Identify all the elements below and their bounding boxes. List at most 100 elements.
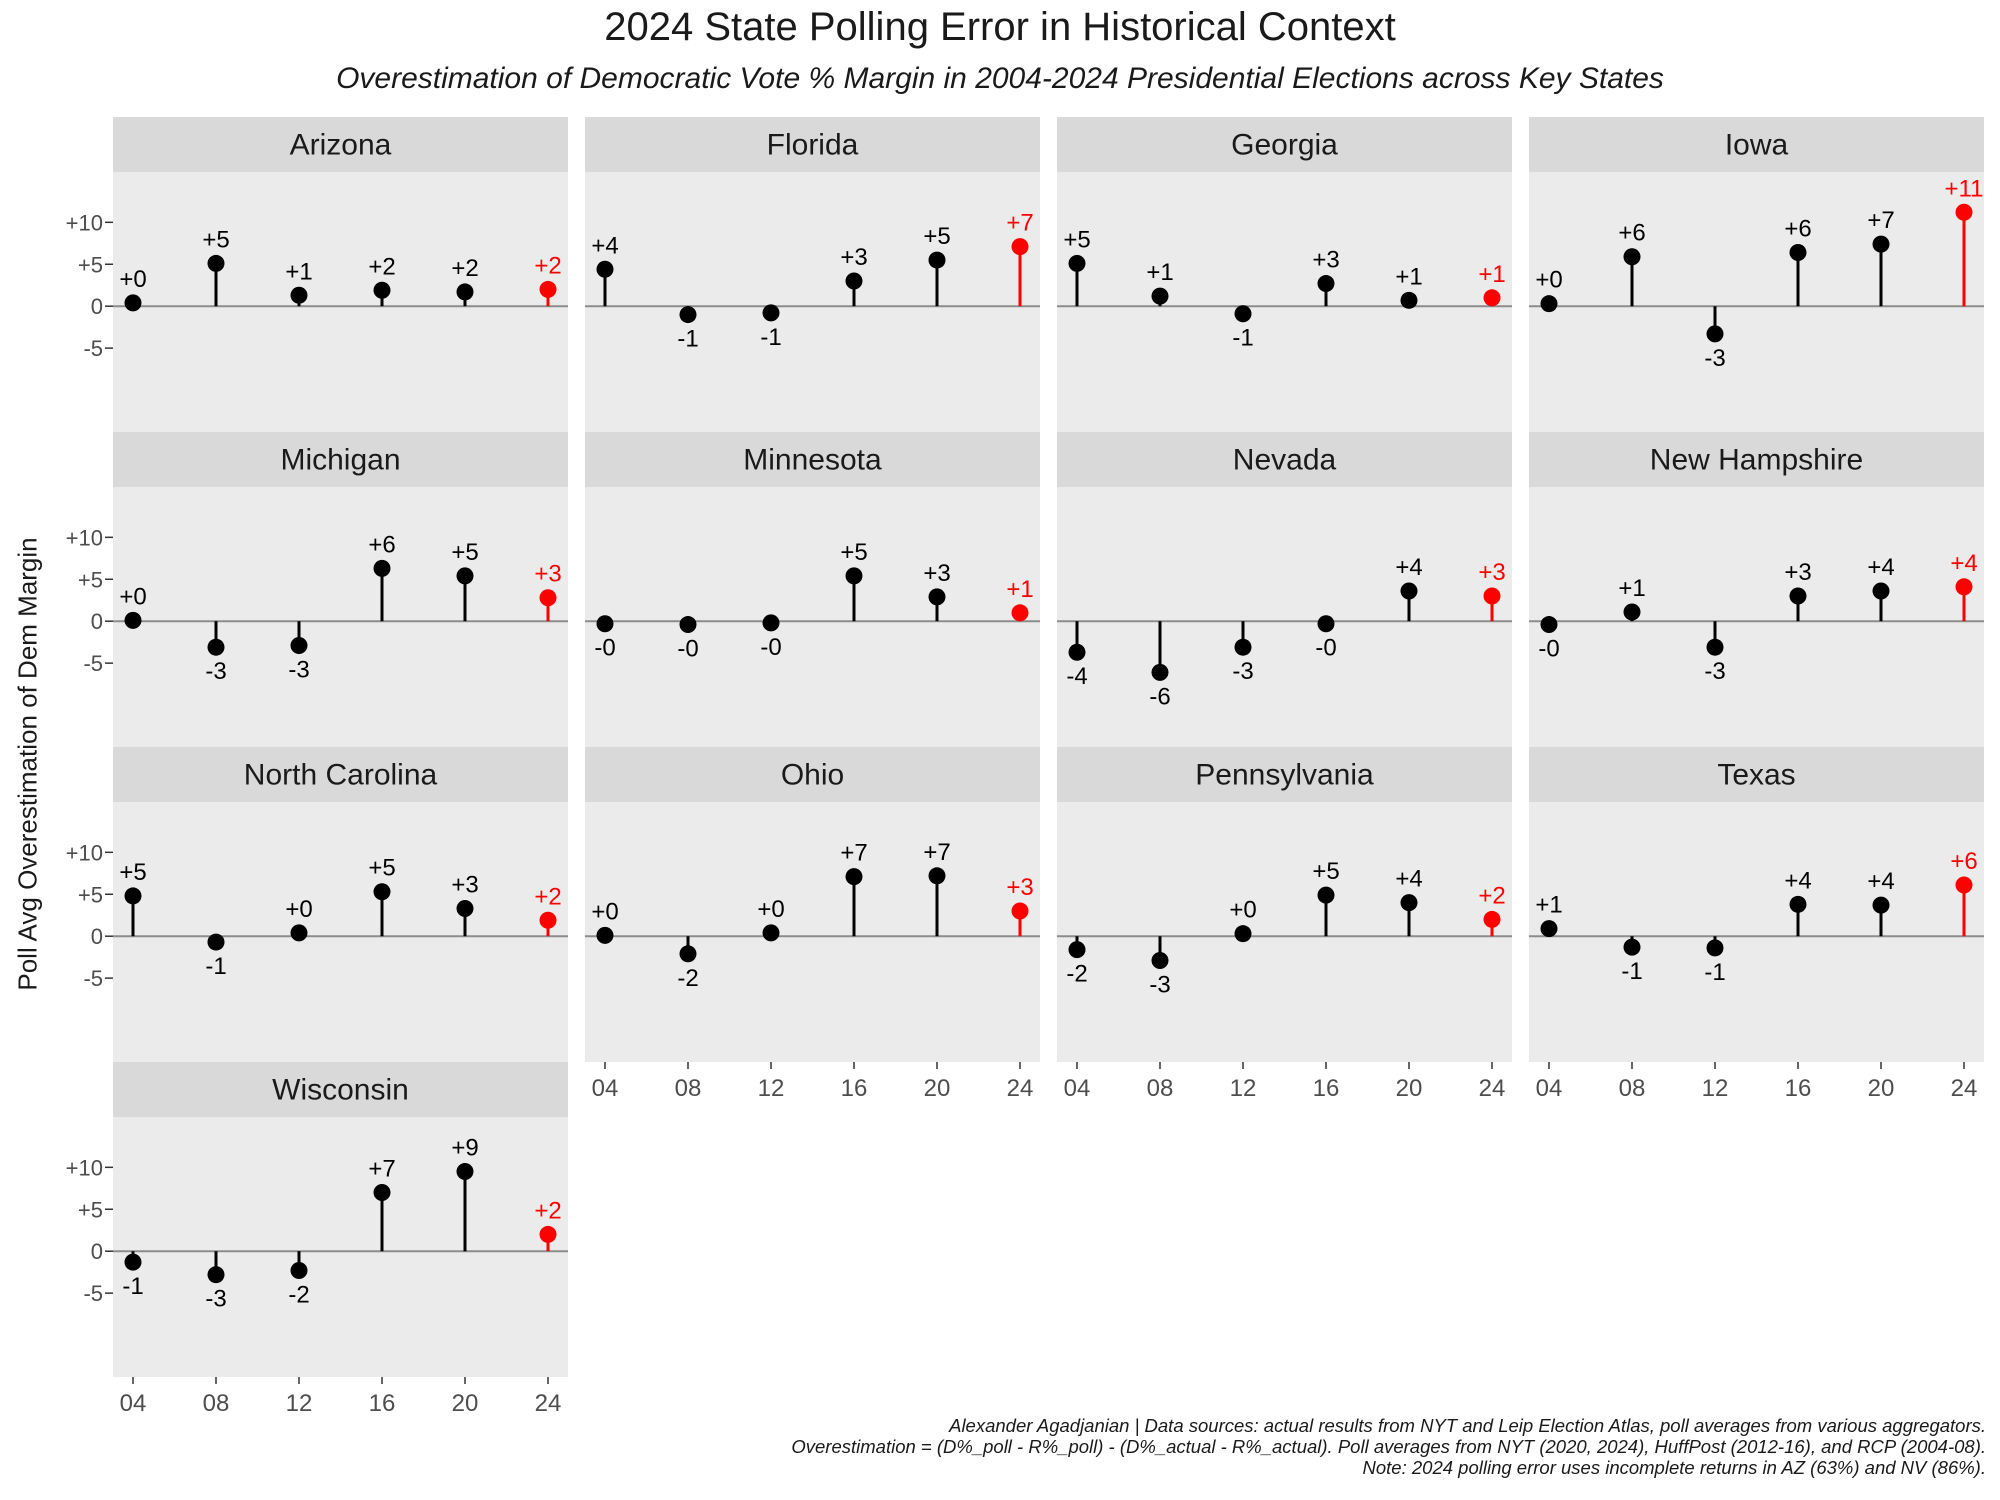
data-label: +0 — [119, 583, 146, 610]
data-label: +2 — [534, 252, 561, 279]
panel-iowa: Iowa +0 +6 -3 +6 +7 +11 — [1529, 117, 1984, 432]
caption-line-note: Note: 2024 polling error uses incomplete… — [1362, 1457, 1986, 1478]
facet-strip — [113, 1062, 568, 1117]
x-tick-label: 20 — [452, 1390, 479, 1417]
point — [928, 251, 946, 269]
point — [1317, 886, 1335, 904]
point-2024 — [539, 280, 557, 298]
data-label: +3 — [840, 244, 867, 271]
data-label: +1 — [1395, 263, 1422, 290]
data-label: -1 — [205, 953, 226, 980]
data-label: -0 — [677, 636, 698, 663]
data-label: +0 — [757, 896, 784, 923]
data-label: +2 — [534, 1197, 561, 1224]
data-label: +3 — [923, 560, 950, 587]
caption: Alexander Agadjanian | Data sources: act… — [791, 1415, 1986, 1478]
data-label: -3 — [205, 1286, 226, 1313]
y-tick-label: 0 — [91, 609, 103, 634]
point — [373, 281, 391, 299]
data-label: -3 — [1149, 972, 1170, 999]
data-label: +0 — [1535, 267, 1562, 294]
data-label: +1 — [1618, 575, 1645, 602]
data-label: +4 — [591, 232, 618, 259]
data-label: +7 — [840, 840, 867, 867]
point — [290, 637, 308, 655]
panel-background — [585, 172, 1040, 432]
data-label: -0 — [594, 635, 615, 662]
panel-background — [113, 802, 568, 1062]
point-2024 — [539, 1225, 557, 1243]
chart-subtitle: Overestimation of Democratic Vote % Marg… — [336, 62, 1664, 95]
point — [124, 887, 142, 905]
facet-label: Wisconsin — [272, 1074, 409, 1107]
data-label: +7 — [1006, 210, 1033, 237]
facet-strip — [113, 117, 568, 172]
data-label: -1 — [1704, 959, 1725, 986]
point — [762, 614, 780, 632]
point — [456, 567, 474, 585]
data-label: -2 — [288, 1281, 309, 1308]
y-tick-label: +5 — [78, 1197, 103, 1222]
point-2024 — [539, 589, 557, 607]
data-label: -4 — [1066, 663, 1087, 690]
x-tick-label: 16 — [841, 1075, 868, 1102]
x-tick-label: 16 — [1313, 1075, 1340, 1102]
data-label: +4 — [1395, 866, 1422, 893]
panel-background — [113, 172, 568, 432]
point — [456, 283, 474, 301]
data-label: +5 — [923, 223, 950, 250]
facet-label: North Carolina — [244, 759, 438, 792]
point — [596, 260, 614, 278]
x-tick-label: 20 — [1868, 1075, 1895, 1102]
data-label: +0 — [1229, 897, 1256, 924]
data-label: +2 — [534, 883, 561, 910]
point — [124, 611, 142, 629]
point — [1789, 895, 1807, 913]
x-tick-label: 16 — [369, 1390, 396, 1417]
facet-label: Nevada — [1233, 444, 1337, 477]
point — [290, 1261, 308, 1279]
point-2024 — [1011, 238, 1029, 256]
point — [1540, 616, 1558, 634]
panel-wisconsin: Wisconsin +10 +5 0 -5 -1 -3 -2 +7 +9 +2 04 08 12 16 20 2… — [66, 1062, 568, 1417]
x-tick-label: 24 — [535, 1390, 562, 1417]
point — [928, 588, 946, 606]
point — [1068, 941, 1086, 959]
panel-georgia: Georgia +5 +1 -1 +3 +1 +1 — [1057, 117, 1512, 432]
x-tick-label: 04 — [1536, 1075, 1563, 1102]
data-label: +11 — [1945, 175, 1984, 202]
data-label: +5 — [119, 859, 146, 886]
data-label: +2 — [451, 255, 478, 282]
point — [373, 883, 391, 901]
point-2024 — [1955, 876, 1973, 894]
x-tick-label: 24 — [1479, 1075, 1506, 1102]
panel-north-carolina: North Carolina +10 +5 0 -5 +5 -1 +0 +5 +3 +2 — [66, 747, 568, 1062]
point — [928, 867, 946, 885]
facet-strip — [113, 432, 568, 487]
point — [207, 638, 225, 656]
facet-strip — [585, 432, 1040, 487]
data-label: -2 — [1066, 961, 1087, 988]
point — [762, 924, 780, 942]
point-2024 — [1955, 203, 1973, 221]
facet-strip — [1057, 747, 1512, 802]
data-label: -1 — [122, 1273, 143, 1300]
point — [762, 304, 780, 322]
data-label: +4 — [1867, 554, 1894, 581]
point — [1068, 643, 1086, 661]
data-label: -3 — [1232, 658, 1253, 685]
panel-background — [1057, 802, 1512, 1062]
data-label: +6 — [368, 531, 395, 558]
point — [596, 926, 614, 944]
facet-label: Arizona — [290, 129, 392, 162]
panel-background — [1057, 487, 1512, 747]
point — [290, 924, 308, 942]
data-label: +4 — [1395, 554, 1422, 581]
panel-new-hampshire: New Hampshire -0 +1 -3 +3 +4 +4 — [1529, 432, 1984, 747]
x-tick-label: 12 — [758, 1075, 785, 1102]
x-tick-label: 20 — [924, 1075, 951, 1102]
data-label: -0 — [1315, 635, 1336, 662]
data-label: -3 — [1704, 658, 1725, 685]
point — [1872, 896, 1890, 914]
panel-arizona: Arizona +10 +5 0 -5 +0 +5 +1 +2 +2 +2 — [66, 117, 568, 432]
